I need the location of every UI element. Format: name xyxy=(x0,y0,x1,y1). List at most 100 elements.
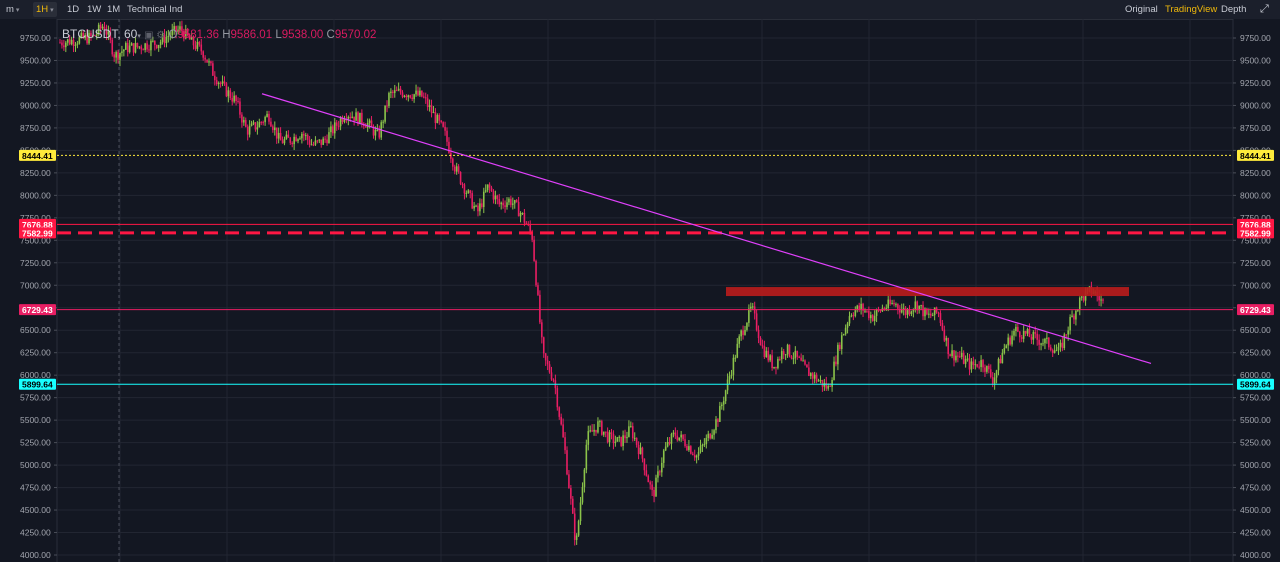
candle xyxy=(1003,343,1006,355)
candle-body xyxy=(332,126,334,134)
candle xyxy=(161,31,164,45)
candle xyxy=(299,136,301,140)
chart-toolbar: m ▾ 1H ▾ 1D 1W 1M Technical Ind Original Tradin… xyxy=(0,0,1280,20)
candle-body xyxy=(900,309,903,313)
candle-body xyxy=(564,437,566,451)
resistance-zone[interactable] xyxy=(726,287,1129,297)
candle-body xyxy=(597,421,599,433)
candle xyxy=(194,40,197,51)
candle xyxy=(72,33,75,53)
candle xyxy=(384,105,386,124)
candle xyxy=(177,25,179,35)
y-tick-label-right: 7250.00 xyxy=(1240,258,1271,268)
candle-body xyxy=(713,430,715,435)
candle-body xyxy=(422,96,425,98)
close-value: 9570.02 xyxy=(334,29,377,41)
y-tick-label-right: 6250.00 xyxy=(1240,348,1271,358)
candle-body xyxy=(575,535,578,540)
candle xyxy=(107,25,110,41)
red-level-dashed-label-left xyxy=(19,227,56,239)
candle xyxy=(1015,323,1017,337)
candle xyxy=(78,35,81,45)
candle xyxy=(206,59,208,63)
candle-body xyxy=(212,63,214,76)
candle-body xyxy=(103,26,106,30)
candle-body xyxy=(651,484,653,490)
interval-1h[interactable]: 1H ▾ xyxy=(33,2,57,17)
candle-body xyxy=(217,82,220,85)
candle-body xyxy=(150,40,152,51)
candle-body xyxy=(492,190,495,200)
candle-body xyxy=(488,184,491,188)
candle-body xyxy=(312,144,315,146)
candle-body xyxy=(266,113,268,117)
candle xyxy=(405,94,408,101)
candle xyxy=(769,354,771,363)
candle-body xyxy=(1100,299,1102,301)
candle xyxy=(136,42,139,49)
candle-body xyxy=(200,44,203,52)
candle-body xyxy=(386,105,388,107)
candle-body xyxy=(529,224,532,232)
chevron-down-icon[interactable]: ▾ xyxy=(13,7,20,14)
candlestick-chart[interactable]: 9750.00 9750.00 9500.00 9500.00 9250.00 9250.… xyxy=(0,19,1280,562)
candle xyxy=(922,301,924,321)
candle xyxy=(583,467,586,493)
candle xyxy=(330,121,332,138)
candle-body xyxy=(115,52,117,58)
candle-body xyxy=(612,434,615,444)
candle-body xyxy=(179,26,181,30)
candle xyxy=(999,355,1002,364)
interval-technical-ind[interactable]: Technical Ind xyxy=(124,2,185,17)
ohlc-legend: BTCUSDT, 60▾ ▣ ⚙ O9581.36 H9586.01 L9538… xyxy=(62,27,376,41)
candle xyxy=(310,138,313,146)
candle xyxy=(682,434,684,441)
candle xyxy=(241,112,243,128)
candle-body xyxy=(159,41,162,45)
descending-trendline[interactable] xyxy=(261,93,1152,365)
candle-body xyxy=(339,118,342,127)
candle-body xyxy=(953,350,955,361)
legend-settings-icon[interactable]: ▣ ⚙ xyxy=(144,30,166,41)
candle-body xyxy=(784,354,787,356)
candle xyxy=(740,329,742,341)
expand-icon[interactable]: ⤢ xyxy=(1260,3,1269,15)
candle xyxy=(248,120,251,138)
candle xyxy=(475,204,477,208)
interval-1w[interactable]: 1W xyxy=(84,2,104,17)
candle xyxy=(208,58,210,66)
interval-1d[interactable]: 1D xyxy=(64,2,82,17)
chart-area[interactable]: 9750.00 9750.00 9500.00 9500.00 9250.00 9250.… xyxy=(0,19,1280,562)
chevron-down-icon[interactable]: ▾ xyxy=(48,7,54,14)
candle xyxy=(641,446,644,463)
view-original[interactable]: Original xyxy=(1125,4,1158,15)
candle-body xyxy=(649,482,651,485)
interval-1m[interactable]: 1M xyxy=(104,2,123,17)
symbol-caret-icon[interactable]: ▾ xyxy=(137,33,141,40)
candle-body xyxy=(788,344,791,357)
interval-m[interactable]: m ▾ xyxy=(3,2,22,17)
candle-body xyxy=(1065,334,1068,336)
y-tick-label-right: 7750.00 xyxy=(1240,213,1271,223)
candle xyxy=(1102,298,1104,304)
candle xyxy=(370,116,373,127)
candle-body xyxy=(916,301,919,311)
candle-body xyxy=(728,376,731,380)
symbol-label[interactable]: BTCUSDT, 60 xyxy=(62,27,138,41)
candle xyxy=(810,372,812,380)
candle-body xyxy=(283,138,286,144)
candle xyxy=(434,108,437,130)
candle-body xyxy=(599,421,601,423)
candle xyxy=(871,314,874,322)
right-price-scale[interactable] xyxy=(1233,19,1280,562)
candle-body xyxy=(939,313,942,323)
view-tradingview[interactable]: TradingView xyxy=(1165,4,1218,15)
candle xyxy=(645,464,648,477)
candle-body xyxy=(78,37,81,44)
candle-body xyxy=(1034,332,1037,334)
candle-body xyxy=(467,190,470,193)
candle-body xyxy=(328,132,330,144)
view-depth[interactable]: Depth xyxy=(1221,4,1247,15)
left-price-scale[interactable] xyxy=(0,19,57,562)
candle-body xyxy=(850,315,853,317)
